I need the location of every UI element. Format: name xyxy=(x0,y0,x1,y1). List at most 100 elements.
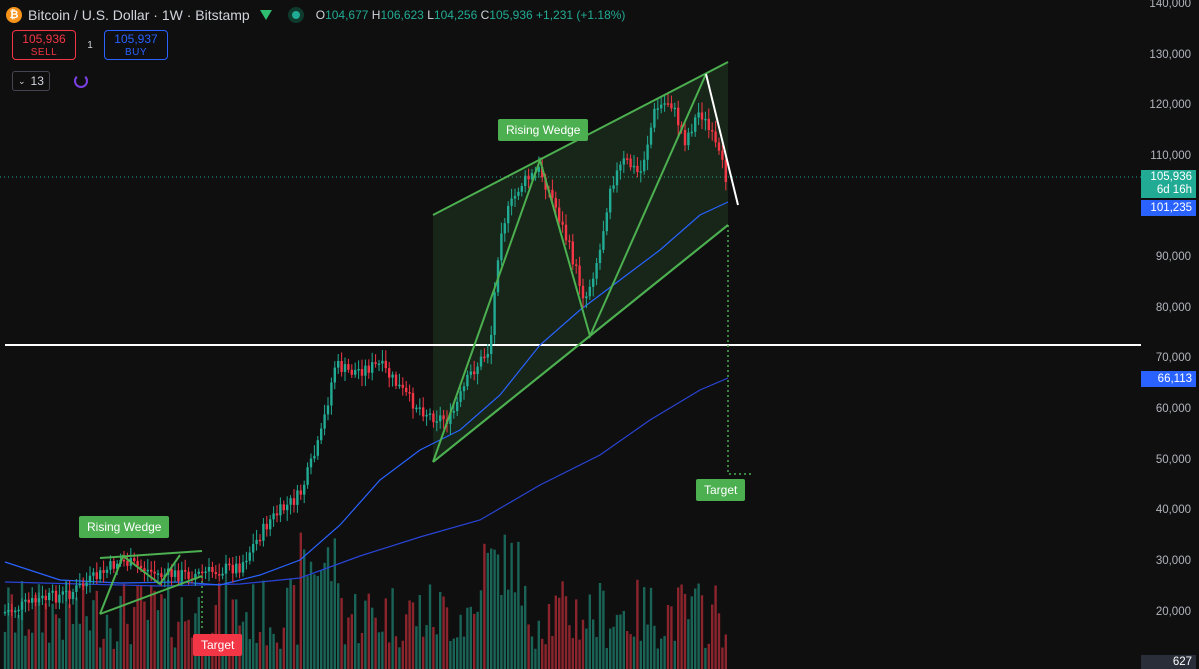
volume-bar xyxy=(99,647,102,669)
volume-bar xyxy=(496,554,500,669)
volume-bar xyxy=(92,600,95,669)
candle-body xyxy=(82,583,85,587)
candle-body xyxy=(326,405,330,415)
volume-bar xyxy=(306,576,309,669)
candle-body xyxy=(231,564,234,574)
target-label-small[interactable]: Target xyxy=(193,634,243,656)
indicators-toggle[interactable]: ⌄ 13 xyxy=(12,71,50,91)
candle-body xyxy=(245,560,248,563)
volume-bar xyxy=(323,562,326,669)
candle-body xyxy=(292,498,296,505)
volume-bar xyxy=(122,583,126,669)
volume-bar xyxy=(558,597,561,669)
axis-label: 40,000 xyxy=(1155,504,1191,516)
volume-bar xyxy=(711,604,714,669)
candle-body xyxy=(405,387,408,393)
candle-body xyxy=(612,185,615,189)
candle-body xyxy=(384,360,387,369)
volume-bar xyxy=(626,631,629,669)
volume-bar xyxy=(184,621,187,669)
market-open-dot-icon[interactable] xyxy=(287,7,304,23)
volume-bar xyxy=(343,644,347,669)
wedge-fill-large xyxy=(433,62,728,462)
candle-body xyxy=(187,571,190,579)
candle-body xyxy=(282,504,285,511)
candle-body xyxy=(537,167,540,173)
candle-body xyxy=(381,360,384,364)
rising-wedge-label-large[interactable]: Rising Wedge xyxy=(498,119,589,141)
candle-body xyxy=(588,286,591,297)
candle-body xyxy=(143,568,146,572)
ohlc-values: O104,677 H106,623 L104,256 C105,936 +1,2… xyxy=(315,8,626,22)
candle-body xyxy=(418,407,421,409)
candle-body xyxy=(194,573,197,580)
candle-body xyxy=(207,566,211,572)
candle-body xyxy=(697,112,700,118)
ma-slow-tag: 66,113 xyxy=(1141,371,1196,387)
volume-bar xyxy=(653,625,656,669)
volume-bar xyxy=(170,637,173,669)
candle-body xyxy=(68,590,71,600)
candle-body xyxy=(31,598,34,603)
volume-bar xyxy=(37,584,41,669)
volume-tag: 627 xyxy=(1141,655,1196,669)
candle-body xyxy=(714,131,717,143)
volume-bar xyxy=(255,642,258,669)
volume-bar xyxy=(537,620,540,669)
candle-body xyxy=(466,374,469,387)
axis-label: 30,000 xyxy=(1155,555,1191,567)
rising-wedge-label-small[interactable]: Rising Wedge xyxy=(79,516,170,538)
volume-bar xyxy=(241,621,245,669)
candle-body xyxy=(150,569,153,572)
candle-body xyxy=(425,414,428,417)
volume-bar xyxy=(517,541,520,669)
candle-body xyxy=(629,158,632,168)
volume-bar xyxy=(282,627,285,669)
volume-bar xyxy=(167,579,170,669)
candle-body xyxy=(544,177,547,190)
candle-body xyxy=(704,118,707,121)
market-status-triangle-icon[interactable] xyxy=(259,10,272,20)
wedge-small-lines xyxy=(99,550,203,615)
candle-body xyxy=(422,407,425,417)
volume-bar xyxy=(139,586,143,669)
candle-body xyxy=(683,129,687,146)
price-change: +1,231 (+1.18%) xyxy=(536,8,626,22)
volume-bar xyxy=(24,635,27,669)
target-label-large[interactable]: Target xyxy=(696,479,746,501)
candle-body xyxy=(673,107,676,110)
volume-bar xyxy=(252,584,255,669)
volume-bar xyxy=(432,626,435,669)
candle-body xyxy=(500,233,503,261)
candle-body xyxy=(687,132,690,146)
volume-bar xyxy=(425,625,428,669)
candle-body xyxy=(109,561,112,570)
candle-body xyxy=(173,570,177,577)
candle-body xyxy=(92,572,95,576)
volume-bar xyxy=(326,547,330,669)
sell-button[interactable]: 105,936 SELL xyxy=(12,30,76,60)
indicator-row: ⌄ 13 xyxy=(12,71,88,91)
buy-button[interactable]: 105,937 BUY xyxy=(104,30,168,60)
candle-body xyxy=(44,595,47,601)
candle-body xyxy=(48,592,51,601)
candle-body xyxy=(357,368,360,371)
candle-body xyxy=(439,415,442,422)
volume-bar xyxy=(65,581,68,669)
volume-bar xyxy=(394,636,398,669)
candle-body xyxy=(408,392,411,394)
price-axis[interactable]: 140,000 130,000 120,000 110,000 90,000 8… xyxy=(1141,0,1199,669)
volume-bar xyxy=(163,598,166,669)
candle-body xyxy=(663,103,666,105)
candle-body xyxy=(507,205,510,224)
volume-bar xyxy=(381,631,384,669)
ma-fast-tag: 101,235 xyxy=(1141,200,1196,216)
candle-body xyxy=(269,519,272,530)
candle-body xyxy=(139,565,143,569)
symbol-title[interactable]: Bitcoin / U.S. Dollar · 1W · Bitstamp xyxy=(28,7,250,23)
spread-value: 1 xyxy=(87,39,93,51)
volume-bar xyxy=(54,614,58,669)
candle-body xyxy=(7,610,10,612)
volume-bar xyxy=(493,549,496,669)
